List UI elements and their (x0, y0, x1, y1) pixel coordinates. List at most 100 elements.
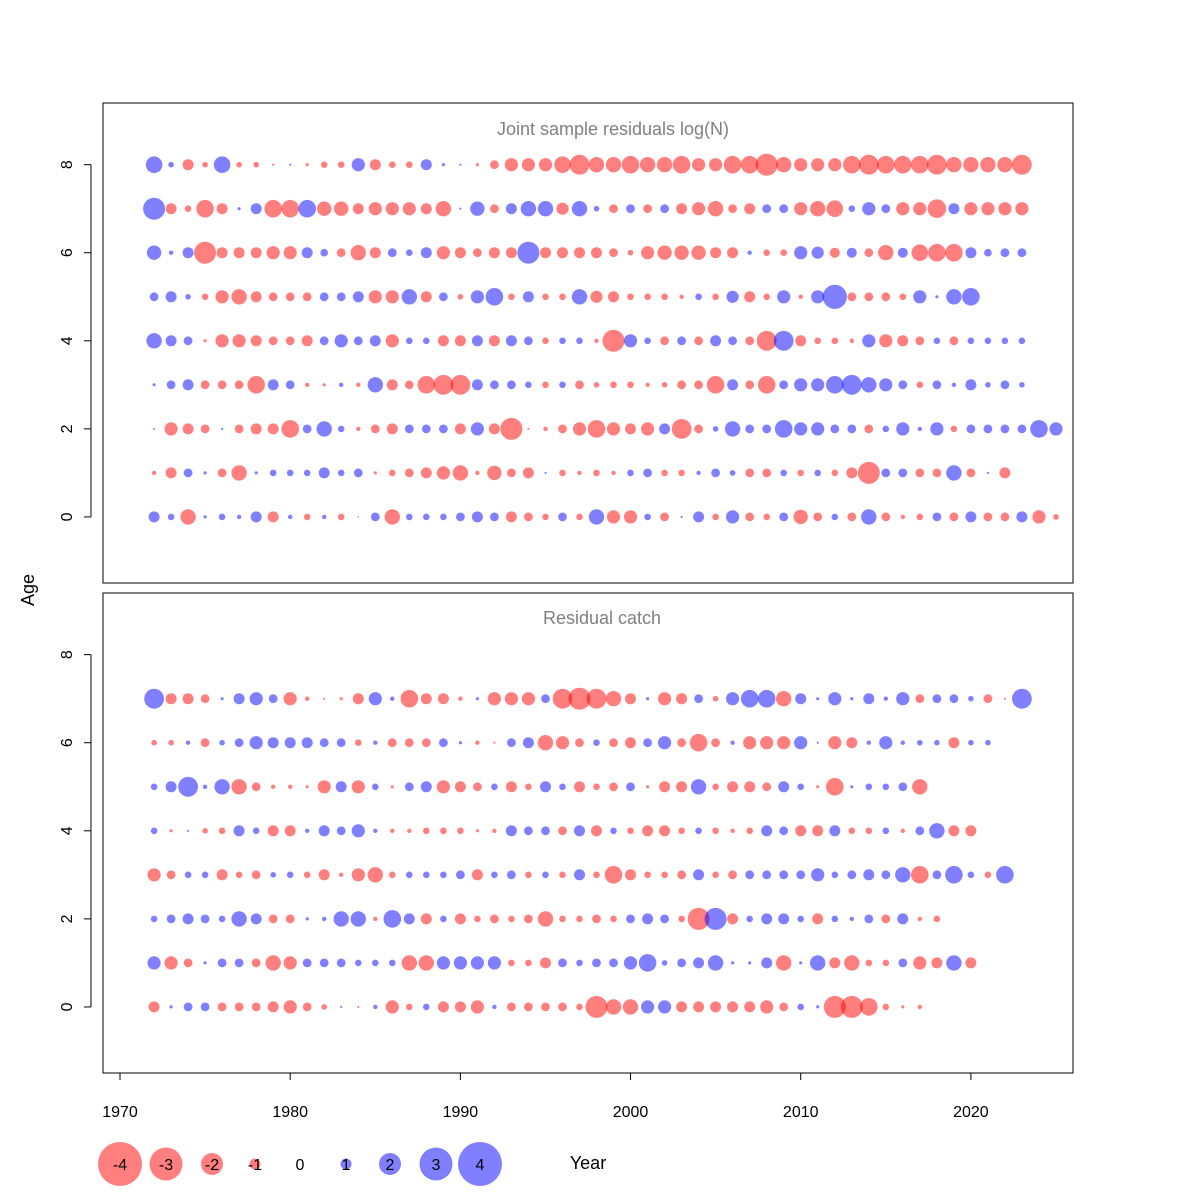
bubble-p1-age7-1987 (402, 202, 416, 216)
bubble-p2-age3-2007 (745, 870, 755, 880)
bubble-p2-age7-2021 (983, 694, 993, 704)
bubble-p2-age1-1978 (251, 958, 261, 968)
bubble-p1-age0-1998 (588, 509, 605, 525)
bubble-p2-age7-2011 (816, 697, 820, 701)
bubble-p1-age5-1986 (385, 290, 399, 304)
bubble-p1-age8-2005 (709, 158, 723, 172)
bubble-p2-age4-1982 (318, 825, 330, 837)
bubble-p2-age6-2004 (689, 733, 708, 752)
bubble-p2-age6-1979 (267, 737, 279, 749)
bubble-p1-age0-1987 (406, 513, 413, 521)
bubble-p2-age7-2007 (740, 689, 759, 708)
bubble-p1-age4-2010 (795, 335, 807, 347)
bubble-p1-age4-1997 (576, 337, 583, 345)
bubble-p1-age5-2017 (913, 290, 927, 304)
bubble-p1-age3-1998 (593, 382, 600, 388)
bubble-p2-age6-2005 (711, 738, 720, 748)
bubble-p1-age2-2010 (794, 422, 808, 436)
bubble-p1-age3-2002 (661, 382, 668, 388)
bubble-p2-age7-1988 (420, 693, 432, 705)
bubble-p2-age4-1992 (492, 828, 497, 833)
bubble-p1-age1-1981 (303, 469, 311, 477)
legend-label: -2 (205, 1157, 219, 1174)
bubble-p2-age1-2014 (865, 959, 873, 967)
bubble-p2-age6-1995 (537, 735, 554, 751)
bubble-p1-age0-2002 (660, 512, 669, 522)
bubble-p1-age0-2011 (813, 512, 823, 522)
bubble-p1-age4-2007 (745, 336, 755, 346)
bubble-p1-age0-1975 (203, 515, 207, 519)
bubble-p2-age1-2013 (844, 955, 860, 971)
bubble-p2-age0-1980 (283, 1000, 297, 1014)
bubble-p2-age4-1979 (267, 825, 279, 837)
bubble-p1-age2-2005 (712, 426, 719, 432)
bubble-p1-age0-1999 (606, 510, 621, 524)
bubble-p2-age4-2009 (779, 826, 789, 836)
bubble-p2-age4-1987 (407, 828, 412, 833)
bubble-p1-age5-2016 (899, 293, 907, 301)
bubble-p1-age8-2021 (980, 157, 996, 173)
bubble-p1-age7-2005 (707, 201, 724, 217)
legend-label: 1 (342, 1157, 351, 1174)
bubble-p2-age0-1982 (321, 1004, 328, 1010)
bubble-p1-age4-2012 (831, 337, 839, 345)
bubble-p1-age1-2011 (814, 469, 821, 477)
bubble-p2-age6-2009 (777, 736, 791, 750)
bubble-p1-age8-2001 (639, 157, 656, 173)
bubble-p1-age7-1993 (505, 203, 517, 215)
bubble-p1-age6-1977 (233, 247, 245, 259)
bubble-p2-age3-1979 (270, 872, 277, 878)
bubble-p1-age6-2000 (627, 249, 634, 256)
legend-bubble-3 (249, 1158, 261, 1170)
bubble-p2-age0-1979 (267, 1001, 279, 1013)
bubble-p2-age3-2004 (693, 869, 705, 881)
bubble-p1-age8-1972 (145, 156, 163, 173)
bubble-p1-age1-1982 (318, 467, 330, 479)
bubble-p1-age4-1984 (353, 336, 363, 346)
bubble-p2-age0-2003 (676, 1001, 688, 1013)
bubble-p2-age3-1987 (406, 871, 413, 879)
bubble-p1-age0-1992 (490, 512, 499, 522)
bubble-p1-age7-2020 (964, 202, 978, 216)
bubble-p2-age2-2015 (881, 914, 891, 924)
y-tick-label: 2 (59, 914, 76, 923)
bubble-p2-age0-2012 (823, 995, 846, 1018)
bubble-p1-age1-2013 (846, 467, 858, 479)
bubble-p1-age0-1988 (423, 513, 430, 521)
bubble-p2-age1-1989 (436, 956, 450, 970)
bubble-p1-age3-2011 (811, 378, 825, 392)
bubble-p2-age4-2002 (659, 825, 671, 837)
bubble-p1-age2-1987 (404, 424, 414, 434)
bubble-p2-age3-1993 (507, 870, 516, 880)
bubble-p1-age0-2009 (779, 512, 789, 522)
bubble-p2-age0-1996 (558, 1002, 567, 1012)
bubble-p1-age3-1992 (490, 380, 499, 390)
bubble-p1-age2-1990 (454, 423, 466, 435)
bubble-p1-age8-2000 (621, 155, 640, 174)
bubble-p2-age2-2016 (897, 913, 909, 925)
bubble-p2-age2-1989 (440, 915, 447, 923)
bubble-p2-age7-1997 (568, 687, 591, 710)
bubble-p1-age4-1993 (505, 335, 517, 347)
bubble-p2-age3-2019 (945, 866, 963, 884)
bubble-p1-age1-2005 (711, 468, 720, 478)
bubble-p2-age2-1997 (576, 915, 583, 923)
bubble-p1-age2-2007 (745, 424, 755, 434)
bubble-p1-age4-1973 (165, 335, 177, 347)
panel-2-title: Residual catch (543, 608, 661, 628)
bubble-p2-age7-2015 (883, 696, 888, 701)
bubble-p1-age1-2012 (831, 469, 839, 477)
bubble-p1-age8-1977 (236, 161, 242, 168)
bubble-p1-age1-2004 (696, 470, 701, 476)
bubble-p1-age0-1986 (384, 509, 400, 525)
bubble-p1-age5-2019 (946, 289, 962, 305)
bubble-p1-age8-1993 (504, 158, 518, 172)
bubble-p1-age5-2007 (744, 291, 756, 303)
bubble-p1-age6-1999 (609, 248, 618, 258)
bubble-p1-age2-1988 (421, 424, 431, 434)
bubble-p1-age2-1983 (337, 425, 345, 433)
bubble-p2-age7-1972 (144, 688, 165, 709)
bubble-p1-age3-1986 (386, 379, 398, 391)
bubble-p1-age1-1986 (389, 469, 396, 477)
bubble-p2-age7-2022 (1003, 697, 1007, 700)
